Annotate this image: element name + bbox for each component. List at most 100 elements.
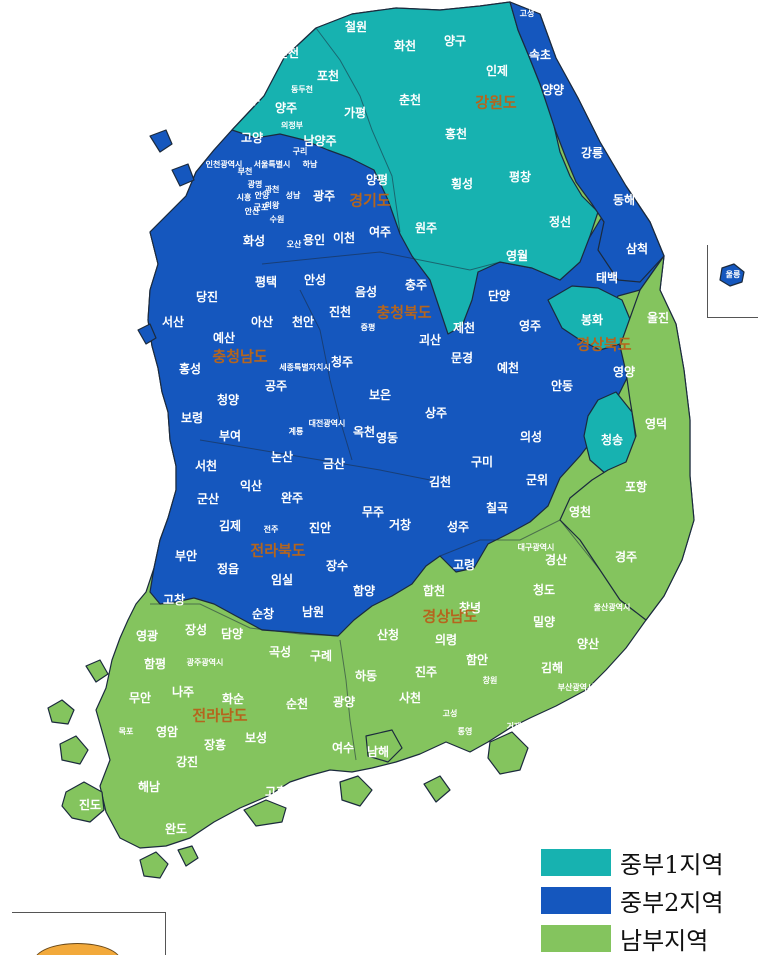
city-label: 목포 — [118, 727, 134, 736]
city-label: 영천 — [568, 505, 592, 519]
city-label: 화천 — [393, 39, 417, 53]
border-chungbuk-north — [261, 251, 501, 271]
city-label: 인천광역시 — [205, 160, 243, 169]
island-sw-3 — [85, 659, 109, 683]
city-label: 의성 — [519, 430, 543, 444]
island-sw-2 — [59, 735, 89, 765]
city-label: 밀양 — [532, 615, 556, 629]
city-label: 음성 — [354, 285, 378, 299]
city-label: 동해 — [612, 193, 636, 207]
city-label: 괴산 — [418, 333, 442, 347]
city-label: 구례 — [309, 649, 333, 663]
label-ulleung: 울릉 — [725, 270, 741, 279]
city-label: 경산 — [544, 553, 568, 567]
island-s-2 — [177, 845, 199, 867]
city-label: 단양 — [487, 289, 511, 303]
province-label: 충청북도 — [376, 303, 432, 322]
city-label: 울진 — [646, 311, 670, 325]
city-label: 성남 — [285, 191, 301, 200]
city-label: 함양 — [352, 584, 376, 598]
island-s-3 — [243, 799, 287, 827]
city-label: 시흥 — [236, 193, 252, 202]
city-label: 산청 — [376, 628, 400, 642]
city-label: 무안 — [128, 691, 152, 705]
city-label: 천안 — [291, 315, 315, 329]
city-label: 대전광역시 — [308, 419, 346, 428]
city-label: 창원 — [482, 676, 498, 685]
city-label: 사천 — [398, 691, 422, 705]
city-label: 정읍 — [216, 562, 240, 576]
city-label: 여수 — [331, 741, 355, 755]
city-label: 하동 — [354, 669, 378, 683]
city-label: 인제 — [485, 64, 509, 78]
city-label: 의정부 — [280, 121, 304, 130]
city-label: 정선 — [548, 215, 572, 229]
city-label: 영양 — [612, 365, 636, 379]
border-jeonnam-gyeongnam — [339, 639, 357, 761]
border-chungnam-chungbuk — [299, 289, 353, 461]
city-label: 보령 — [180, 411, 204, 425]
city-label: 당진 — [195, 290, 219, 304]
island-w-1 — [149, 129, 173, 153]
city-label: 부안 — [174, 549, 198, 563]
city-label: 진천 — [328, 305, 352, 319]
island-s-1 — [139, 851, 169, 879]
city-label: 거제 — [506, 722, 522, 731]
city-label: 군위 — [525, 473, 549, 487]
city-label: 여주 — [368, 225, 392, 239]
city-label: 부산광역시 — [557, 683, 595, 692]
city-label: 양구 — [443, 34, 467, 48]
city-label: 대구광역시 — [517, 543, 555, 552]
city-label: 가평 — [343, 106, 367, 120]
city-label: 세종특별자치시 — [279, 363, 331, 372]
province-label: 경기도 — [349, 191, 391, 210]
city-label: 삼척 — [625, 242, 649, 256]
city-label: 동두천 — [290, 85, 314, 94]
city-label: 양양 — [541, 83, 565, 97]
city-label: 고흥 — [264, 785, 288, 799]
province-label: 충청남도 — [212, 347, 268, 366]
city-label: 무주 — [361, 505, 385, 519]
city-label: 연천 — [276, 46, 300, 60]
city-label: 고창 — [162, 593, 186, 607]
region-southern-east — [559, 255, 695, 621]
city-label: 서울특별시 — [253, 160, 291, 169]
ulleung-inset-frame — [707, 245, 758, 318]
legend: 중부1지역 중부2지역 남부지역 — [541, 843, 741, 957]
city-label: 증평 — [360, 323, 376, 332]
island-sw-1 — [47, 699, 75, 725]
city-label: 광명 — [247, 180, 263, 189]
city-label: 구리 — [292, 147, 308, 156]
city-label: 논산 — [270, 450, 294, 464]
city-label: 양주 — [274, 101, 298, 115]
city-label: 순천 — [285, 697, 309, 711]
city-label: 평창 — [508, 170, 532, 184]
city-label: 하남 — [302, 160, 318, 169]
legend-label: 중부2지역 — [620, 888, 724, 917]
city-label: 진도 — [78, 798, 102, 812]
city-label: 영동 — [375, 431, 399, 445]
city-label: 용인 — [302, 233, 326, 247]
city-label: 예산 — [212, 331, 236, 345]
city-label: 김제 — [218, 519, 242, 533]
city-label: 제천 — [452, 321, 476, 335]
city-label: 영덕 — [644, 417, 668, 431]
city-label: 남해 — [366, 745, 390, 759]
city-label: 익산 — [239, 479, 263, 493]
city-label: 의령 — [434, 633, 458, 647]
city-label: 경주 — [614, 550, 638, 564]
legend-swatch-southern — [541, 924, 611, 952]
city-label: 고성 — [519, 9, 535, 18]
city-label: 김해 — [540, 661, 564, 675]
city-label: 군산 — [196, 492, 220, 506]
city-label: 횡성 — [450, 177, 474, 191]
city-label: 화성 — [242, 234, 266, 248]
city-label: 파주 — [237, 93, 261, 107]
city-label: 진안 — [308, 521, 332, 535]
city-label: 철원 — [344, 20, 368, 34]
city-label: 성주 — [446, 520, 470, 534]
city-label: 보은 — [368, 388, 392, 402]
island-w-2 — [171, 163, 195, 187]
border-jeonbuk-jeonnam — [150, 603, 339, 637]
legend-item-southern: 남부지역 — [541, 919, 741, 957]
